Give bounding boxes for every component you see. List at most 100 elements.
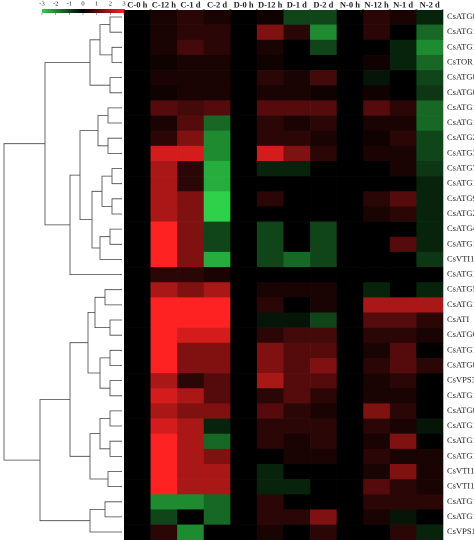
heatmap-cell xyxy=(203,251,231,268)
heatmap-cell xyxy=(310,161,337,177)
heatmap-cell xyxy=(150,448,178,465)
heatmap-cell xyxy=(389,70,417,86)
heatmap-cell xyxy=(177,100,205,116)
heatmap-cell xyxy=(256,85,284,101)
heatmap-cell xyxy=(310,115,337,131)
heatmap-cell xyxy=(203,282,231,298)
heatmap-cell xyxy=(310,100,337,116)
row-label: CsATG20 xyxy=(447,208,474,218)
heatmap-cell xyxy=(310,9,337,25)
heatmap-cell xyxy=(203,418,231,434)
heatmap-cell xyxy=(150,24,178,41)
heatmap-cell xyxy=(416,145,444,162)
colorbar-segment xyxy=(70,9,74,13)
heatmap-cell xyxy=(416,9,444,25)
heatmap-cell xyxy=(124,176,151,192)
heatmap-cell xyxy=(389,433,417,450)
heatmap-cell xyxy=(389,221,417,238)
colorbar-segment xyxy=(91,9,94,13)
heatmap-cell xyxy=(230,176,258,192)
row-label: CsATG14 xyxy=(447,178,474,188)
heatmap-cell xyxy=(283,357,311,374)
heatmap-cell xyxy=(389,130,417,147)
heatmap-cell xyxy=(363,39,391,56)
colorbar-tick-label: -1 xyxy=(67,0,72,7)
heatmap-cell xyxy=(256,479,284,495)
colorbar-segment xyxy=(103,9,106,13)
colorbar-segment xyxy=(109,9,112,13)
header-bg xyxy=(257,1,283,10)
heatmap-cell xyxy=(283,115,311,131)
heatmap-cell xyxy=(124,85,151,101)
heatmap-cell xyxy=(310,494,337,510)
heatmap-cell xyxy=(363,176,391,192)
heatmap-cell xyxy=(310,145,337,162)
heatmap-cell xyxy=(283,388,311,404)
heatmap-cell xyxy=(230,448,258,465)
heatmap-cell xyxy=(283,418,311,434)
heatmap-cell xyxy=(230,115,258,131)
heatmap-cell xyxy=(256,115,284,131)
heatmap-cell xyxy=(203,297,231,313)
heatmap-cell xyxy=(124,9,151,25)
heatmap-cell xyxy=(283,100,311,116)
heatmap-cell xyxy=(124,70,151,86)
heatmap-cell xyxy=(150,524,178,540)
heatmap-cell xyxy=(416,464,444,480)
heatmap-cell xyxy=(336,115,364,131)
heatmap-cell xyxy=(124,433,151,450)
heatmap-cell xyxy=(150,145,178,162)
heatmap-cell xyxy=(150,176,178,192)
heatmap-cell xyxy=(363,145,391,162)
heatmap-cell xyxy=(310,479,337,495)
column-label: D-2 d xyxy=(313,0,333,9)
heatmap-cell xyxy=(336,494,364,510)
heatmap-cell xyxy=(389,85,417,101)
heatmap-cell xyxy=(283,297,311,313)
row-label: CsATG11 xyxy=(447,344,474,354)
heatmap-cell xyxy=(310,327,337,344)
colorbar-segment xyxy=(87,9,90,13)
colorbar-segment xyxy=(46,9,49,13)
heatmap-cell xyxy=(389,342,417,359)
heatmap-cell xyxy=(416,388,444,404)
heatmap-cell xyxy=(363,509,391,525)
colorbar-segment xyxy=(95,9,98,13)
heatmap-cell xyxy=(177,357,205,374)
heatmap-cell xyxy=(124,191,151,207)
header-bg xyxy=(284,1,310,10)
heatmap-cell xyxy=(363,54,391,71)
header-bg xyxy=(364,1,389,10)
heatmap-cell xyxy=(230,433,258,450)
heatmap-cell xyxy=(150,115,178,131)
heatmap-cell xyxy=(230,494,258,510)
heatmap-cell xyxy=(283,70,311,86)
heatmap-cell xyxy=(336,130,364,147)
heatmap-cell xyxy=(416,251,444,268)
heatmap-cell xyxy=(203,24,231,41)
heatmap-cell xyxy=(203,145,231,162)
row-label: CsATG101 xyxy=(447,435,474,445)
heatmap-cell xyxy=(310,85,337,101)
heatmap-cell xyxy=(256,509,284,525)
colorbar-segment xyxy=(56,9,59,13)
heatmap-cell xyxy=(283,267,311,283)
heatmap-cell xyxy=(150,327,178,344)
column-label: C-2 d xyxy=(207,0,227,9)
heatmap-cell xyxy=(310,403,337,419)
heatmap-cell xyxy=(336,297,364,313)
heatmap-cell xyxy=(389,236,417,253)
heatmap-cell xyxy=(363,494,391,510)
heatmap-cell xyxy=(203,403,231,419)
heatmap-cell xyxy=(150,161,178,177)
heatmap-cell xyxy=(310,464,337,480)
heatmap-cell xyxy=(124,312,151,328)
heatmap-cell xyxy=(336,403,364,419)
heatmap-cell xyxy=(310,509,337,525)
heatmap-cell xyxy=(124,39,151,56)
heatmap-cell xyxy=(310,130,337,147)
heatmap-cell xyxy=(416,39,444,56)
colorbar-segment xyxy=(89,9,92,13)
heatmap-cell xyxy=(177,433,205,450)
colorbar-segment xyxy=(83,9,86,13)
